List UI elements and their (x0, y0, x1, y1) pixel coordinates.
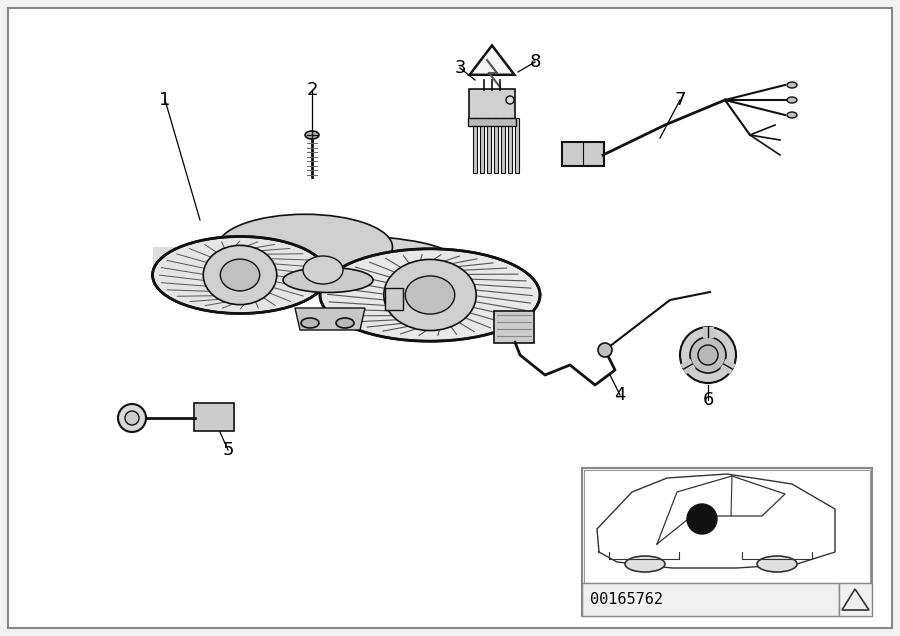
Circle shape (680, 327, 736, 383)
Bar (584, 470, 870, 583)
Bar (385, 288, 403, 310)
Bar (494, 118, 498, 173)
Text: 1: 1 (159, 91, 171, 109)
Text: 8: 8 (529, 53, 541, 71)
Circle shape (125, 411, 139, 425)
Bar (152, 247, 328, 275)
Ellipse shape (757, 556, 797, 572)
Circle shape (698, 345, 718, 365)
Polygon shape (470, 45, 515, 75)
Text: 7: 7 (674, 91, 686, 109)
Text: 4: 4 (614, 386, 626, 404)
Bar (582, 583, 839, 616)
FancyBboxPatch shape (469, 89, 515, 119)
Ellipse shape (220, 259, 260, 291)
Text: 5: 5 (222, 441, 234, 459)
Ellipse shape (305, 131, 319, 139)
Bar (501, 118, 505, 173)
Polygon shape (455, 260, 543, 295)
Bar (487, 118, 491, 173)
Polygon shape (842, 589, 869, 610)
Text: 3: 3 (454, 59, 466, 77)
Ellipse shape (320, 249, 540, 341)
Circle shape (598, 343, 612, 357)
Ellipse shape (218, 214, 392, 280)
FancyBboxPatch shape (494, 311, 534, 343)
Circle shape (506, 96, 514, 104)
Bar (508, 118, 512, 173)
FancyBboxPatch shape (562, 142, 604, 166)
Polygon shape (721, 360, 734, 373)
Bar (480, 118, 484, 173)
Bar (515, 118, 519, 173)
Ellipse shape (405, 276, 454, 314)
Ellipse shape (625, 556, 665, 572)
Bar (468, 118, 516, 126)
Bar (582, 468, 872, 616)
Text: 00165762: 00165762 (590, 593, 663, 607)
FancyBboxPatch shape (194, 403, 234, 431)
Bar (839, 583, 872, 616)
Ellipse shape (336, 318, 354, 328)
Polygon shape (295, 308, 365, 330)
Ellipse shape (383, 259, 476, 331)
Circle shape (118, 404, 146, 432)
Circle shape (687, 504, 717, 534)
Ellipse shape (152, 237, 328, 314)
Circle shape (690, 337, 726, 373)
Text: 6: 6 (702, 391, 714, 409)
Polygon shape (235, 260, 323, 295)
Bar (473, 118, 477, 173)
Ellipse shape (787, 112, 797, 118)
Ellipse shape (303, 256, 343, 284)
Ellipse shape (235, 236, 455, 284)
Polygon shape (703, 327, 713, 337)
Ellipse shape (787, 82, 797, 88)
Ellipse shape (203, 245, 277, 305)
Ellipse shape (283, 268, 373, 293)
Text: 2: 2 (306, 81, 318, 99)
Polygon shape (681, 360, 695, 373)
Ellipse shape (301, 318, 319, 328)
Ellipse shape (787, 97, 797, 103)
